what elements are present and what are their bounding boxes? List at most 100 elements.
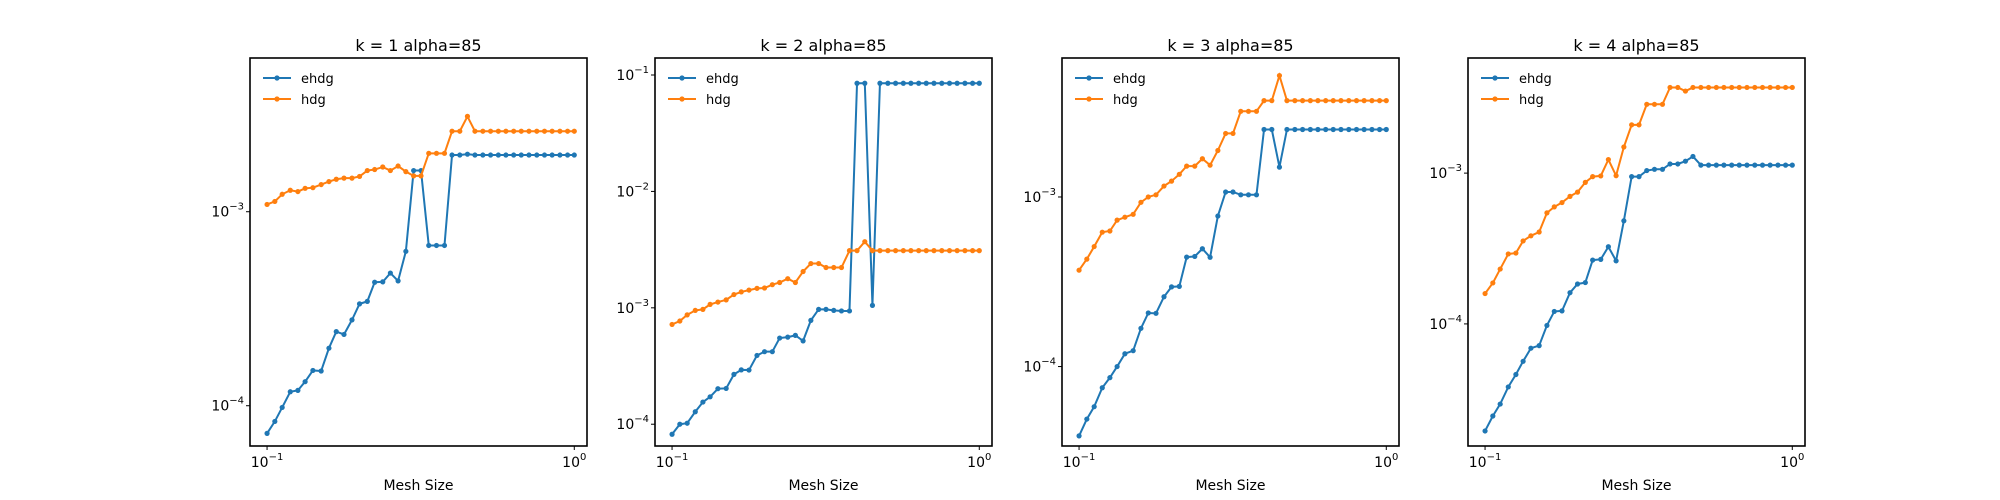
y-tick-label-base: 10: [616, 184, 634, 200]
data-point: [723, 297, 729, 303]
data-point: [441, 150, 448, 156]
data-point: [854, 80, 860, 86]
data-point: [1605, 156, 1611, 163]
data-point: [692, 409, 698, 415]
data-point: [426, 242, 432, 249]
data-point: [1238, 192, 1244, 198]
data-point: [1690, 84, 1696, 91]
legend-label-hdg: hdg: [706, 93, 731, 108]
data-point: [969, 80, 976, 86]
data-point: [1168, 284, 1175, 290]
data-point: [571, 152, 577, 158]
data-point: [1346, 98, 1352, 104]
data-point: [946, 248, 953, 254]
x-tick-label: 10−1: [251, 452, 284, 471]
legend-marker-hdg: [1492, 96, 1498, 102]
data-point: [487, 152, 494, 158]
data-point: [769, 349, 775, 355]
x-tick-label: 10−1: [1469, 452, 1502, 471]
data-point: [885, 248, 891, 254]
data-point: [1230, 189, 1236, 195]
data-point: [1520, 358, 1526, 364]
data-point: [808, 317, 814, 323]
x-tick-label-base: 10: [656, 455, 674, 471]
data-point: [677, 318, 683, 324]
x-tick-label-base: 10: [1780, 455, 1798, 471]
data-point: [472, 152, 478, 158]
data-point: [1752, 84, 1758, 91]
data-point: [341, 175, 347, 181]
data-point: [1376, 126, 1383, 133]
data-point: [869, 302, 876, 308]
data-point: [1698, 84, 1704, 91]
data-point: [1369, 126, 1375, 133]
data-point: [854, 248, 860, 254]
legend-marker-ehdg: [1086, 75, 1092, 81]
series-hdg: [669, 239, 982, 328]
data-point: [1276, 72, 1283, 79]
data-point: [1551, 308, 1557, 315]
data-point: [1482, 428, 1488, 434]
data-point: [1261, 126, 1267, 133]
data-point: [916, 248, 922, 254]
data-point: [1582, 279, 1588, 286]
data-point: [403, 248, 409, 254]
data-point: [1299, 126, 1306, 133]
x-tick-label-base: 10: [1469, 455, 1487, 471]
data-point: [1789, 162, 1795, 168]
data-point: [731, 291, 737, 298]
data-point: [1199, 156, 1205, 162]
data-point: [411, 173, 417, 179]
data-point: [1744, 162, 1750, 168]
data-point: [862, 239, 868, 245]
x-axis-label: Mesh Size: [788, 478, 858, 494]
data-point: [1636, 122, 1642, 128]
data-point: [669, 321, 675, 328]
data-point: [426, 150, 432, 156]
data-point: [1292, 98, 1298, 104]
legend-label-hdg: hdg: [1519, 93, 1544, 108]
data-point: [885, 80, 891, 86]
data-point: [869, 248, 876, 254]
data-point: [1644, 101, 1650, 107]
data-point: [1323, 98, 1329, 104]
x-tick-label-base: 10: [251, 455, 269, 471]
legend: ehdg hdg: [263, 72, 334, 108]
legend-label-hdg: hdg: [1113, 93, 1138, 108]
data-point: [715, 386, 721, 392]
data-point: [395, 278, 401, 284]
x-tick-label-exponent: −1: [1081, 452, 1096, 463]
data-point: [457, 152, 463, 158]
legend-marker-ehdg: [679, 75, 685, 81]
data-point: [318, 181, 324, 188]
legend: ehdg hdg: [668, 72, 739, 108]
data-point: [754, 285, 760, 291]
data-point: [792, 332, 798, 338]
data-point: [1099, 385, 1105, 391]
data-point: [310, 185, 316, 191]
data-point: [1705, 162, 1712, 168]
y-tick-label: 10−1: [616, 65, 649, 84]
data-point: [511, 152, 517, 158]
data-point: [1721, 84, 1727, 91]
data-point: [877, 248, 883, 254]
data-point: [816, 306, 822, 312]
data-point: [1223, 130, 1229, 137]
data-point: [1153, 310, 1159, 316]
data-point: [931, 248, 937, 254]
data-point: [923, 248, 929, 254]
data-point: [1767, 84, 1773, 91]
data-point: [372, 166, 378, 173]
data-point: [403, 169, 409, 175]
series-hdg: [264, 113, 577, 208]
data-point: [823, 264, 829, 271]
data-point: [1338, 98, 1344, 104]
data-point: [1667, 161, 1673, 167]
data-point: [707, 301, 713, 307]
data-point: [564, 128, 571, 134]
data-point: [1528, 345, 1534, 351]
data-point: [954, 80, 960, 86]
data-point: [349, 175, 355, 181]
